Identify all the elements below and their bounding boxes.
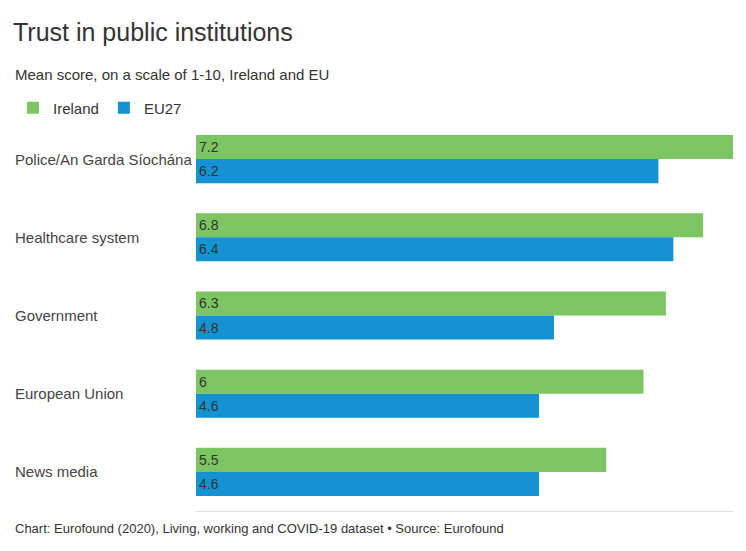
svg-text:European Union: European Union [15,385,123,402]
svg-text:Trust in public institutions: Trust in public institutions [13,18,293,46]
svg-text:6.4: 6.4 [199,241,219,257]
svg-text:4.6: 4.6 [199,476,219,492]
svg-text:7.2: 7.2 [199,139,219,155]
svg-text:Police/An Garda Síochána: Police/An Garda Síochána [15,151,192,168]
svg-text:4.8: 4.8 [199,320,219,336]
svg-text:Ireland: Ireland [53,100,99,117]
svg-text:6.8: 6.8 [199,217,219,233]
svg-text:News media: News media [15,463,98,480]
svg-text:Healthcare system: Healthcare system [15,229,139,246]
svg-text:6: 6 [199,374,207,390]
svg-text:Chart: Eurofound (2020), Livin: Chart: Eurofound (2020), Living, working… [15,521,504,536]
svg-text:Mean score, on a scale of 1-10: Mean score, on a scale of 1-10, Ireland … [15,66,329,83]
svg-text:4.6: 4.6 [199,398,219,414]
svg-text:EU27: EU27 [144,100,182,117]
svg-text:6.2: 6.2 [199,163,219,179]
svg-text:Government: Government [15,307,98,324]
svg-text:5.5: 5.5 [199,452,219,468]
svg-text:6.3: 6.3 [199,295,219,311]
